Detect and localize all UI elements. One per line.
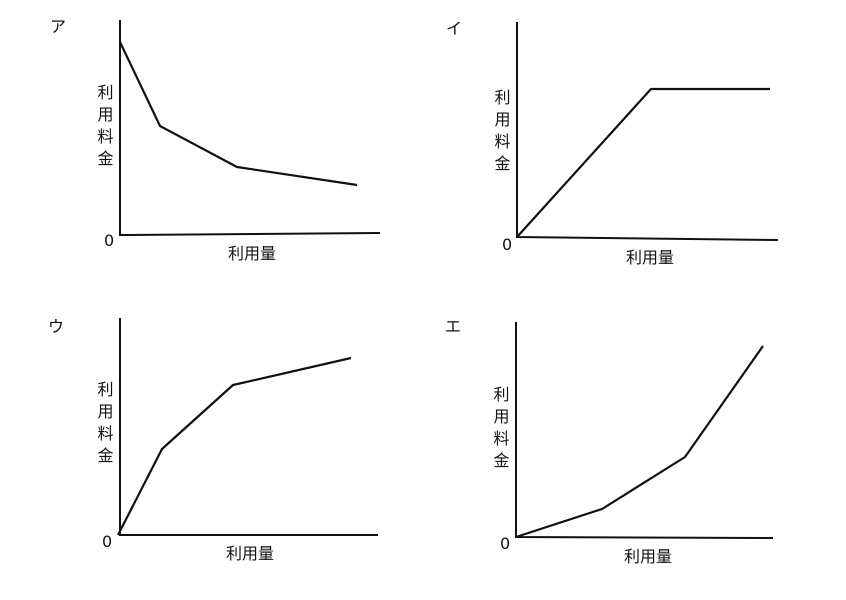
axes [119, 20, 381, 237]
panel-label: イ [446, 19, 462, 38]
axes [516, 22, 779, 241]
curve [515, 345, 764, 539]
y-axis-label: 利用料金 [95, 84, 114, 172]
x-axis-label: 利用量 [624, 547, 672, 566]
x-axis-label: 利用量 [228, 244, 276, 263]
curve [117, 356, 352, 536]
panel-u: ウ 0 利用料金 利用量 [48, 317, 378, 563]
axes [515, 322, 774, 539]
panel-i: イ 0 利用料金 利用量 [446, 19, 779, 267]
panel-a: ア 0 利用料金 利用量 [50, 17, 381, 263]
panel-label: ア [50, 17, 66, 36]
panel-e: エ 0 利用料金 利用量 [445, 317, 774, 566]
origin-label: 0 [104, 231, 114, 250]
curve [516, 87, 770, 238]
axes [119, 318, 378, 536]
x-axis-label: 利用量 [226, 544, 274, 563]
origin-label: 0 [502, 235, 512, 254]
y-axis-label: 利用料金 [492, 89, 511, 177]
y-axis-label: 利用料金 [491, 386, 510, 474]
curve [119, 41, 358, 187]
origin-label: 0 [500, 534, 510, 553]
y-axis-label: 利用料金 [95, 381, 114, 469]
panel-label: ウ [48, 317, 64, 336]
panel-label: エ [445, 317, 461, 336]
origin-label: 0 [102, 532, 112, 551]
x-axis-label: 利用量 [626, 248, 674, 267]
